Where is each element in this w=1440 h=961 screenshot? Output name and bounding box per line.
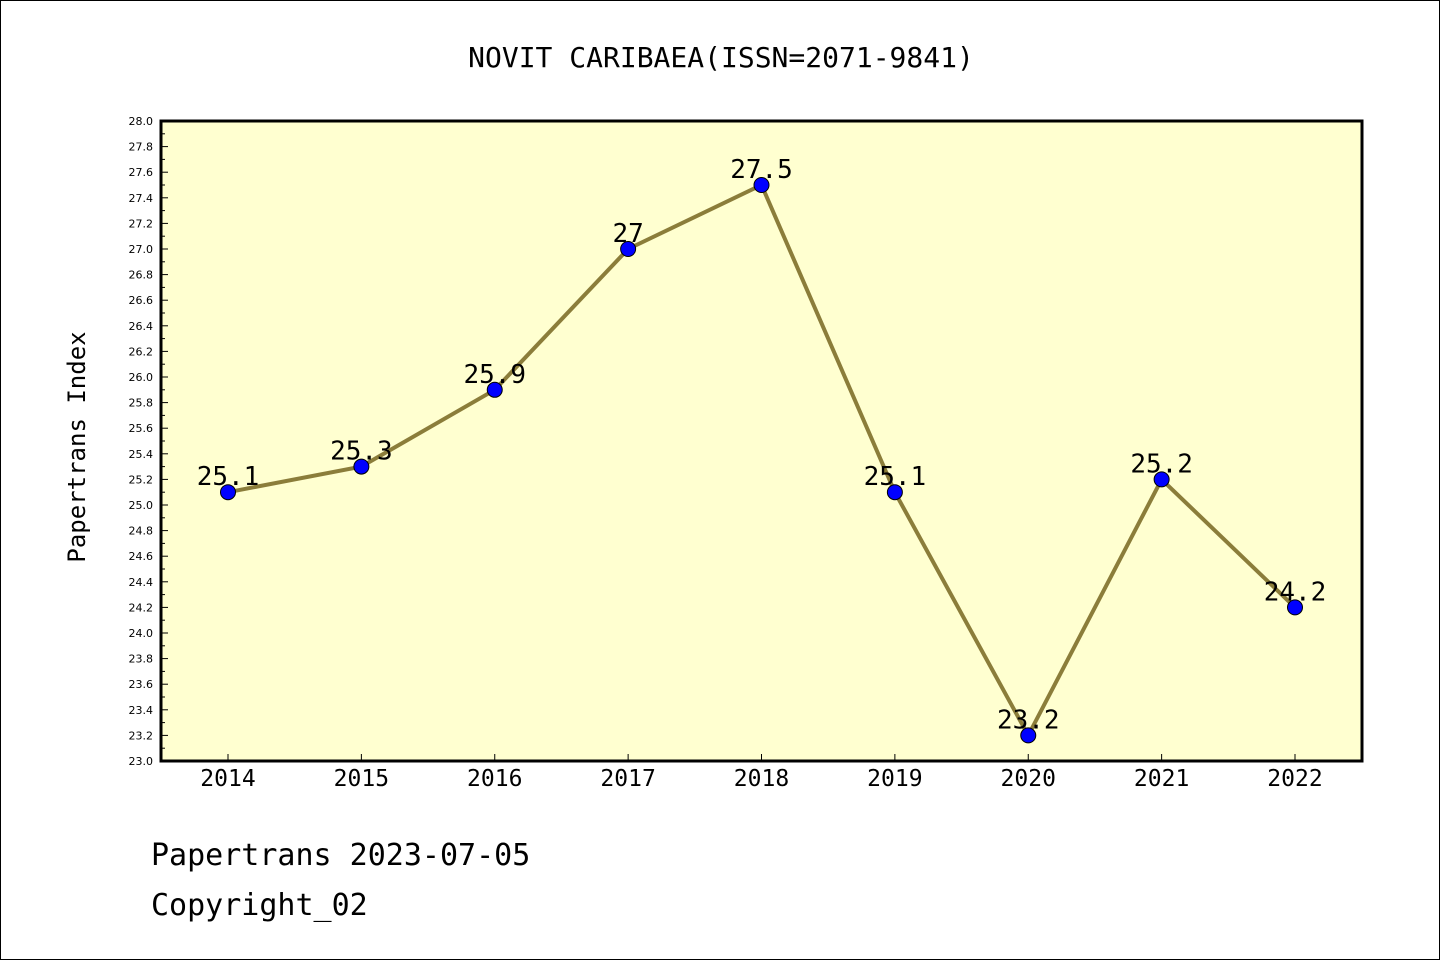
data-point: [1020, 727, 1037, 744]
data-label: 23.2: [997, 705, 1060, 735]
y-axis-ticks: 23.0 23.2 23.4 23.6 23.8 24.0 24.2 24.4 24.6 24.8…: [129, 115, 168, 768]
footer-date-text: Papertrans 2023-07-05: [151, 838, 530, 873]
x-tick-label: 2022: [1267, 766, 1322, 792]
x-tick-label: 2020: [1001, 766, 1056, 792]
y-tick-label: 25.6: [129, 422, 154, 435]
y-tick-label: 23.8: [129, 653, 154, 666]
data-label: 25.1: [197, 462, 260, 492]
data-label: 25.2: [1130, 449, 1193, 479]
y-tick-label: 25.8: [129, 397, 154, 410]
y-tick-label: 27.2: [129, 217, 154, 230]
y-tick-label: 23.4: [129, 704, 154, 717]
y-tick-label: 27.6: [129, 166, 154, 179]
y-tick-label: 28.0: [129, 115, 154, 128]
y-tick-label: 27.0: [129, 243, 154, 256]
y-tick-label: 25.4: [129, 448, 154, 461]
data-markers: [220, 177, 1303, 744]
data-label: 25.9: [463, 360, 526, 390]
y-tick-label: 27.4: [129, 192, 154, 205]
data-point: [220, 484, 236, 501]
data-label: 25.1: [864, 462, 927, 492]
y-tick-label: 23.2: [129, 729, 154, 742]
y-tick-label: 26.0: [129, 371, 154, 384]
data-point: [753, 177, 770, 193]
y-axis-label: Papertrans Index: [63, 331, 91, 562]
x-tick-label: 2014: [200, 766, 255, 792]
data-point: [486, 381, 503, 398]
y-tick-label: 24.6: [129, 550, 154, 563]
x-axis-ticks: 2014 2015 2016 2017 2018 2019 2020 2021 2022: [200, 754, 1323, 792]
x-tick-label: 2015: [334, 766, 389, 792]
y-tick-label: 26.4: [129, 320, 154, 333]
y-tick-label: 24.4: [129, 576, 154, 589]
x-tick-label: 2021: [1134, 766, 1189, 792]
x-tick-label: 2017: [600, 766, 655, 792]
x-tick-label: 2018: [734, 766, 789, 792]
y-tick-label: 23.6: [129, 678, 154, 691]
data-point: [620, 241, 637, 257]
y-tick-label: 25.2: [129, 473, 154, 486]
x-tick-label: 2016: [467, 766, 522, 792]
y-tick-label: 24.0: [129, 627, 154, 640]
chart-title: NOVIT CARIBAEA(ISSN=2071-9841): [468, 41, 974, 74]
data-point: [886, 484, 903, 501]
data-labels: 25.1 25.3 25.9 27 27.5 25.1 23.2 25.2 24.2: [197, 155, 1327, 735]
data-label: 27: [612, 219, 643, 249]
y-tick-label: 26.6: [129, 294, 154, 307]
data-point: [353, 458, 370, 475]
data-label: 24.2: [1264, 577, 1327, 607]
data-label: 25.3: [330, 437, 393, 467]
y-tick-label: 25.0: [129, 499, 154, 512]
plot-area: [159, 119, 1364, 763]
y-tick-label: 23.0: [129, 755, 154, 768]
y-tick-label: 24.8: [129, 525, 154, 538]
data-point: [1287, 599, 1303, 616]
y-tick-label: 26.8: [129, 269, 154, 282]
y-tick-label: 27.8: [129, 141, 154, 154]
data-point: [1153, 471, 1170, 488]
x-tick-label: 2019: [867, 766, 922, 792]
footer-copyright-text: Copyright_02: [151, 888, 368, 923]
y-tick-label: 24.2: [129, 601, 154, 614]
y-tick-label: 26.2: [129, 345, 154, 358]
data-label: 27.5: [730, 155, 793, 185]
